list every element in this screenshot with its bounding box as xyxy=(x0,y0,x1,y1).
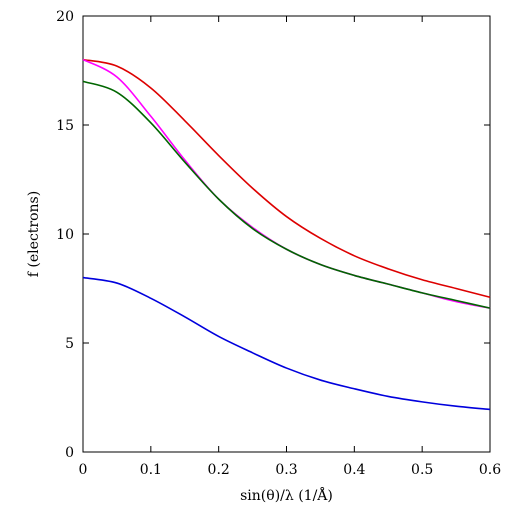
plot-frame xyxy=(82,15,491,453)
x-tick-label: 0 xyxy=(79,462,88,478)
x-tick-label: 0.2 xyxy=(208,462,230,478)
series-line-2 xyxy=(82,58,491,309)
y-tick-label: 5 xyxy=(65,336,74,352)
y-tick-label: 15 xyxy=(56,118,74,134)
y-tick-label: 10 xyxy=(56,227,74,243)
series-line-4 xyxy=(82,276,491,411)
y-axis-label: f (electrons) xyxy=(26,191,42,277)
series-lines xyxy=(82,58,491,411)
y-tick-label: 20 xyxy=(56,9,74,25)
series-line-3 xyxy=(82,80,491,309)
plot-area: 0 0.1 0.2 0.3 0.4 0.5 0.6 0 5 10 15 20 xyxy=(56,9,501,478)
axis-ticks: 0 0.1 0.2 0.3 0.4 0.5 0.6 0 5 10 15 20 xyxy=(56,9,501,478)
y-tick-label: 0 xyxy=(65,445,74,461)
x-tick-label: 0.3 xyxy=(275,462,297,478)
x-tick-label: 0.5 xyxy=(411,462,433,478)
series-line-1 xyxy=(82,58,491,298)
x-tick-label: 0.4 xyxy=(343,462,365,478)
x-tick-label: 0.6 xyxy=(479,462,501,478)
x-axis-label: sin(θ)/λ (1/Å) xyxy=(240,486,333,504)
x-tick-label: 0.1 xyxy=(140,462,162,478)
